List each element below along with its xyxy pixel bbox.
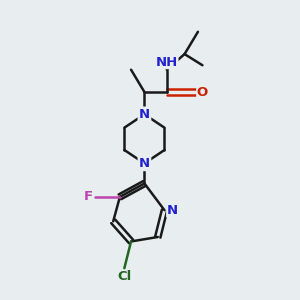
Text: F: F (84, 190, 93, 203)
Text: N: N (139, 157, 150, 170)
Text: N: N (167, 204, 178, 217)
Text: Cl: Cl (117, 271, 131, 284)
Text: NH: NH (156, 56, 178, 69)
Text: O: O (197, 85, 208, 98)
Text: N: N (139, 108, 150, 121)
